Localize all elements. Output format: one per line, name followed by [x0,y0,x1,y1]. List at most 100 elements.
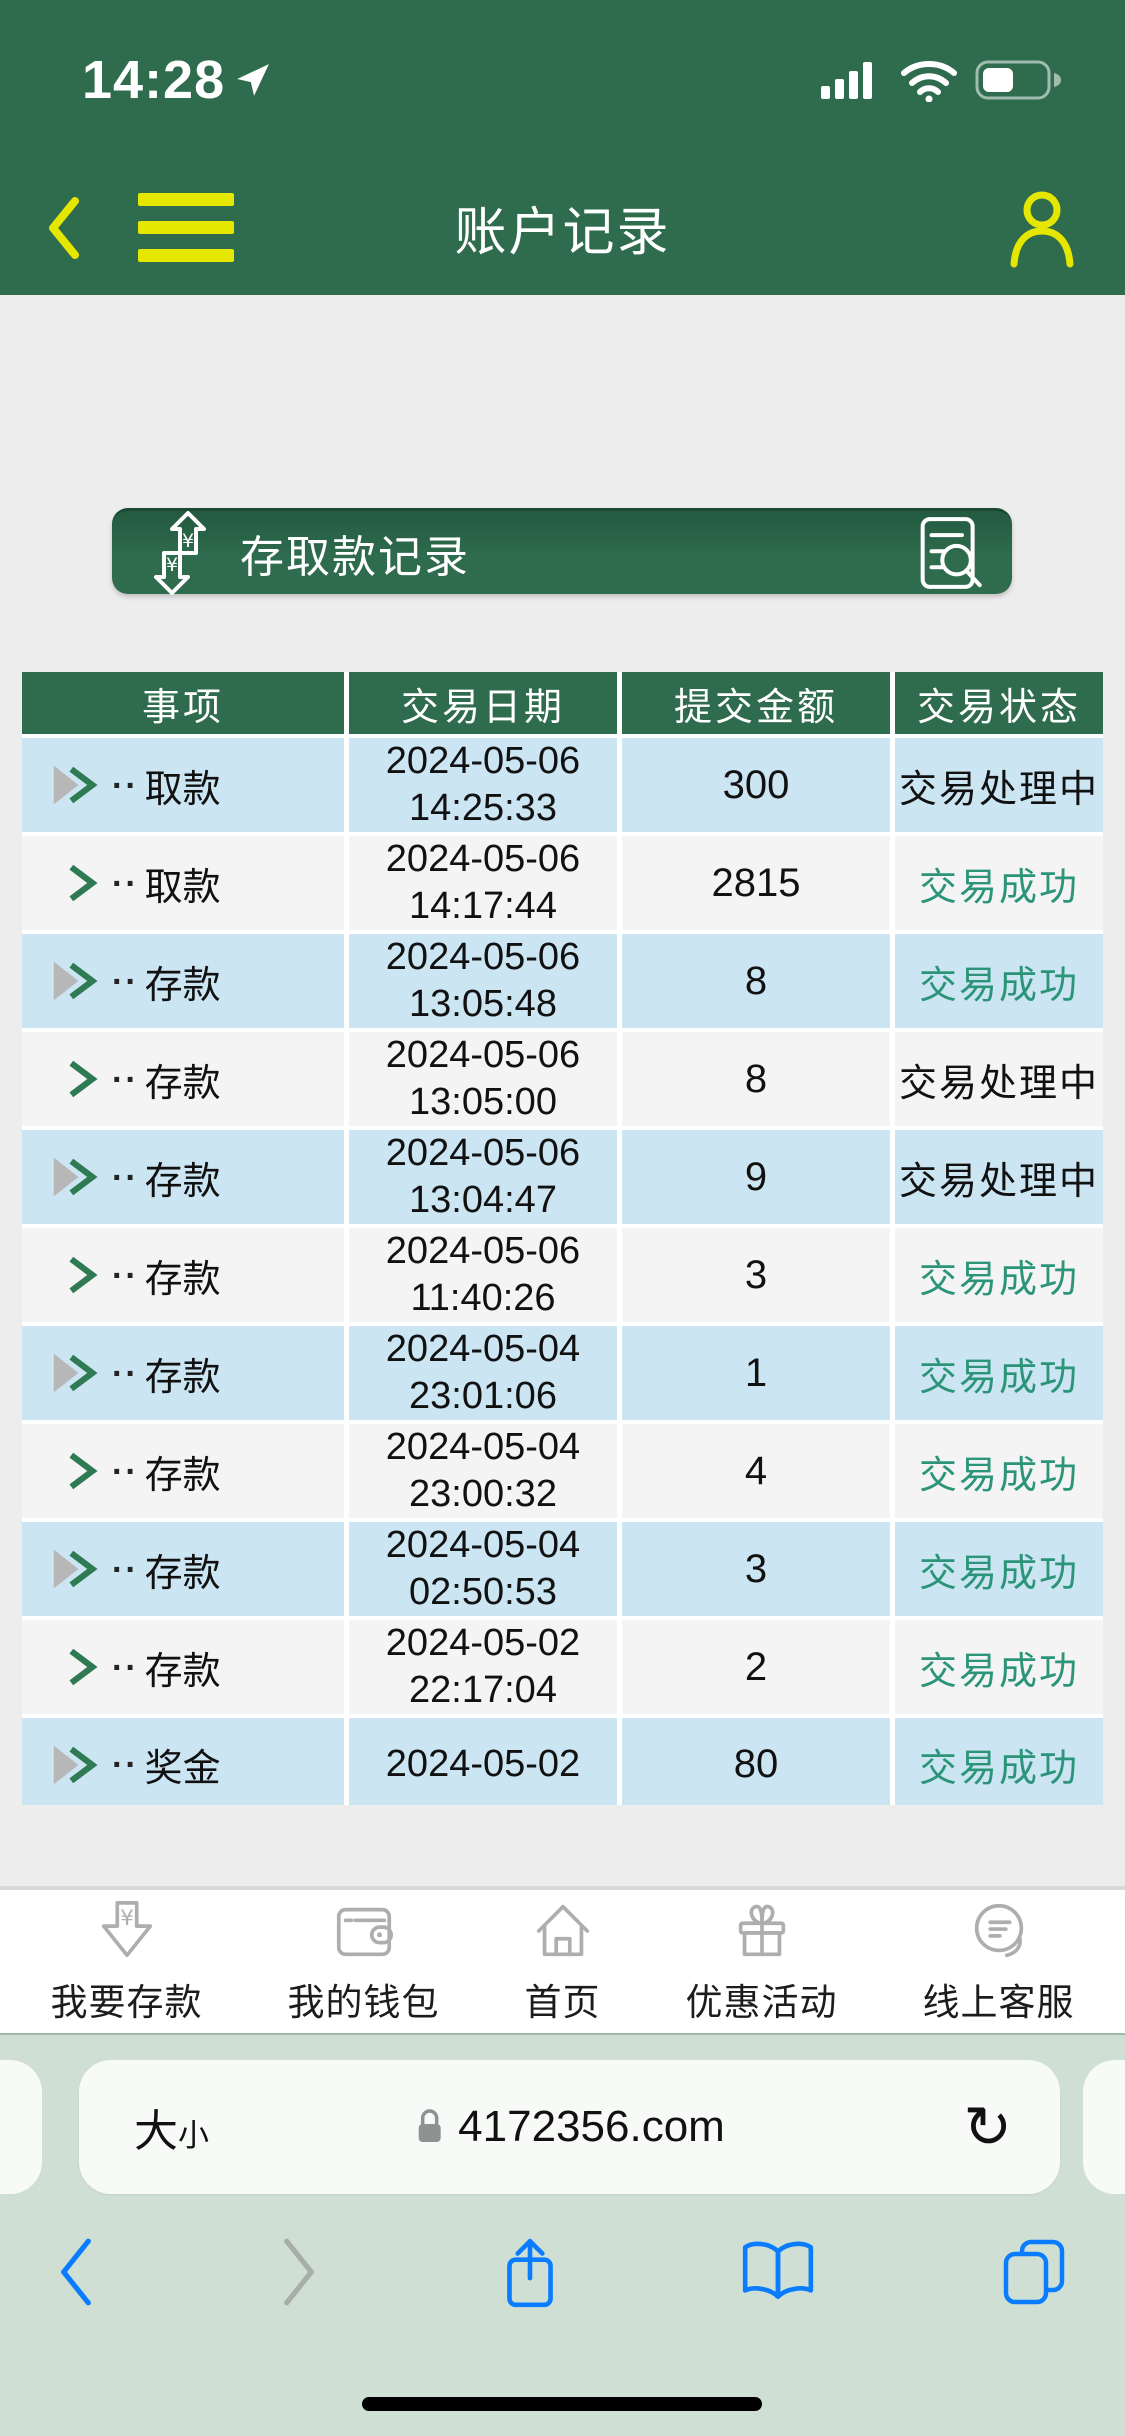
leader-dots [110,960,145,1003]
expander-icon [53,961,98,1001]
cell-status: 交易成功 [890,1518,1103,1616]
item-label: 存款 [144,964,221,1007]
cell-status: 交易成功 [890,1224,1103,1322]
item-label: 取款 [144,768,221,811]
cell-item: 存款 [22,1616,344,1714]
cell-amount: 8 [617,1028,890,1126]
cell-status: 交易处理中 [890,734,1103,832]
table-row[interactable]: 奖金 2024-05-02 80 交易成功 [22,1714,1103,1805]
nav-label: 我的钱包 [287,1981,440,2023]
home-indicator[interactable] [362,2397,762,2411]
expander-icon [69,1256,98,1294]
expander-icon [53,1549,98,1589]
cell-item: 存款 [22,1126,344,1224]
cell-status: 交易成功 [890,1420,1103,1518]
app-header: 账户记录 [0,160,1125,295]
nav-label: 优惠活动 [685,1981,838,2023]
cell-date: 2024-05-02 [344,1714,617,1805]
leader-dots [110,1646,145,1689]
cell-item: 存款 [22,1420,344,1518]
svg-text:¥: ¥ [182,530,194,552]
expander-icon [69,1452,98,1490]
battery-icon [975,60,1061,100]
nav-item-support[interactable]: 线上客服 [923,1898,1075,2026]
leader-dots [110,862,145,905]
svg-text:¥: ¥ [120,1906,134,1931]
signal-icon [821,62,872,99]
back-icon[interactable] [44,195,82,261]
expander-icon [53,1745,98,1784]
cell-date: 2024-05-02 22:17:04 [344,1616,617,1714]
item-label: 存款 [144,1356,221,1399]
cell-date: 2024-05-06 13:05:48 [344,930,617,1028]
cell-status: 交易成功 [890,1714,1103,1805]
green-top: 14:28 账户记录 [0,0,1125,295]
deposit-icon: ¥ [101,1900,152,1957]
item-label: 奖金 [144,1748,221,1790]
table-header-row: 事项 交易日期 提交金额 交易状态 [22,672,1103,734]
expander-icon [53,1353,98,1393]
menu-icon[interactable] [138,193,234,262]
nav-label: 首页 [524,1981,601,2023]
font-size-button[interactable]: 大 小 [134,2107,209,2156]
leader-dots [110,764,145,807]
cell-date: 2024-05-06 14:17:44 [344,832,617,930]
col-header-status: 交易状态 [890,672,1103,734]
browser-forward-icon[interactable] [278,2235,320,2309]
leader-dots [110,1743,145,1786]
lock-icon [418,2109,441,2142]
cell-item: 取款 [22,734,344,832]
cell-status: 交易处理中 [890,1028,1103,1126]
bookmarks-icon[interactable] [739,2239,817,2305]
transactions-table: 事项 交易日期 提交金额 交易状态 取款 2024-05-0614:25:33 … [22,672,1103,1805]
profile-icon[interactable] [1003,188,1081,268]
cell-amount: 2 [617,1616,890,1714]
nav-item-wallet[interactable]: 我的钱包 [288,1898,440,2026]
status-time: 14:28 [82,50,226,110]
gift-icon [738,1904,785,1956]
home-icon [536,1904,589,1956]
adjacent-tab-right[interactable] [1083,2060,1125,2194]
cell-amount: 8 [617,930,890,1028]
address-bar[interactable]: 大 小 4172356.com ↻ [79,2060,1060,2194]
adjacent-tab-left[interactable] [0,2060,42,2194]
leader-dots [110,1058,145,1101]
reload-icon[interactable]: ↻ [963,2093,1012,2161]
location-arrow-icon [237,64,270,96]
cell-item: 存款 [22,930,344,1028]
wifi-icon [901,61,957,102]
browser-back-icon[interactable] [55,2235,97,2309]
col-header-date: 交易日期 [344,672,617,734]
tabs-icon[interactable] [998,2236,1070,2308]
item-label: 存款 [144,1650,221,1693]
leader-dots [110,1156,145,1199]
cell-date: 2024-05-06 13:04:47 [344,1126,617,1224]
cell-amount: 9 [617,1126,890,1224]
nav-item-deposit[interactable]: ¥ 我要存款 [51,1898,203,2026]
item-label: 取款 [144,866,221,909]
leader-dots [110,1352,145,1395]
leader-dots [110,1548,145,1591]
cell-amount: 2815 [617,832,890,930]
cell-amount: 4 [617,1420,890,1518]
expander-icon [53,765,98,805]
share-icon[interactable] [501,2233,559,2311]
svg-text:¥: ¥ [166,554,178,576]
cell-item: 取款 [22,832,344,930]
leader-dots [110,1254,145,1297]
page-content: ¥ ¥ 存取款记录 事项 交易日期 提交金额 交易状态 [0,295,1125,1886]
search-records-icon[interactable] [920,512,986,594]
nav-item-promotions[interactable]: 优惠活动 [686,1898,838,2026]
nav-item-home[interactable]: 首页 [525,1898,601,2026]
nav-label: 线上客服 [922,1981,1075,2023]
